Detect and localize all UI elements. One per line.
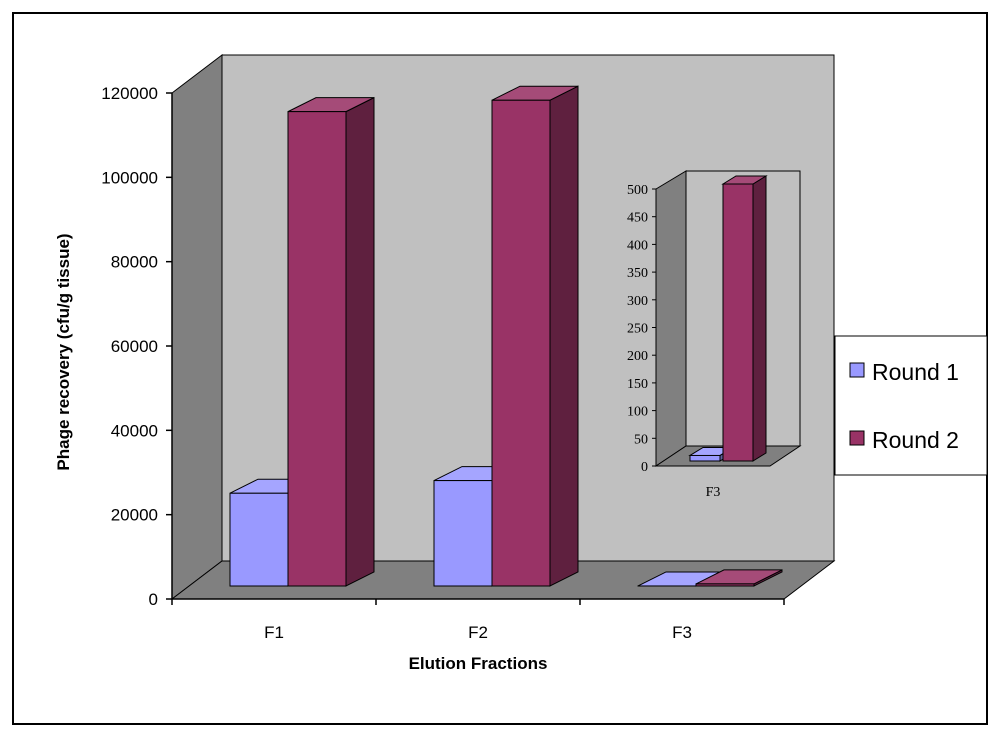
y-tick-label: 40000	[111, 421, 158, 440]
inset-x-tick-label: F3	[706, 485, 721, 500]
inset-y-tick-label: 100	[627, 405, 648, 420]
y-tick-label: 100000	[101, 168, 158, 187]
inset-side-wall	[655, 170, 687, 467]
legend-label-round-1: Round 1	[872, 359, 959, 385]
x-axis-ticks: F1 F2 F3	[171, 599, 785, 642]
y-axis-ticks: 0 20000 40000 60000 80000 100000 120000	[101, 84, 172, 609]
inset-y-axis-ticks: 0 50 100 150 200 250 300 350 400 450 500	[627, 183, 656, 475]
inset-y-tick-label: 450	[627, 211, 648, 226]
inset-y-tick-label: 400	[627, 238, 648, 253]
inset-bars	[688, 175, 768, 462]
x-tick-label: F1	[264, 623, 284, 642]
inset-chart: 0 50 100 150 200 250 300 350 400 450 500 F3	[627, 170, 802, 500]
y-tick-label: 120000	[101, 84, 158, 103]
inset-y-tick-label: 0	[641, 460, 648, 475]
inset-y-tick-label: 150	[627, 377, 648, 392]
y-tick-label: 0	[149, 590, 158, 609]
inset-y-tick-label: 250	[627, 322, 648, 337]
legend-swatch-round-2	[849, 430, 865, 446]
x-tick-label: F3	[672, 623, 692, 642]
legend: Round 1 Round 2	[834, 335, 988, 476]
legend-swatch-round-1	[849, 362, 865, 378]
bar-round-2-f3	[695, 569, 783, 587]
legend-box	[834, 335, 988, 476]
inset-y-tick-label: 350	[627, 266, 648, 281]
y-tick-label: 80000	[111, 253, 158, 272]
inset-bar-round-2-f3	[721, 175, 768, 462]
y-tick-label: 60000	[111, 337, 158, 356]
bar-round-2-f1	[287, 96, 375, 587]
inset-y-tick-label: 300	[627, 294, 648, 309]
x-axis-title: Elution Fractions	[409, 654, 548, 673]
main-bars	[229, 85, 783, 587]
inset-y-tick-label: 200	[627, 349, 648, 364]
inset-y-tick-label: 500	[627, 183, 648, 198]
x-tick-label: F2	[468, 623, 488, 642]
y-axis-title: Phage recovery (cfu/g tissue)	[54, 233, 73, 470]
side-wall	[171, 53, 223, 601]
bar-round-2-f2	[491, 85, 579, 587]
legend-label-round-2: Round 2	[872, 427, 959, 453]
inset-y-tick-label: 50	[634, 432, 648, 447]
y-tick-label: 20000	[111, 506, 158, 525]
